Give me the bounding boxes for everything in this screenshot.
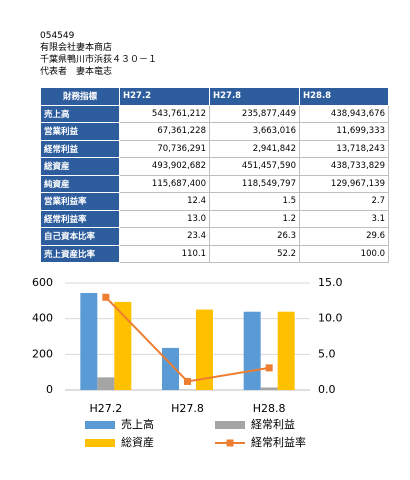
table-row: 営業利益率 12.4 1.5 2.7: [40, 192, 389, 211]
bar: [80, 292, 98, 390]
table-row: 経常利益率 13.0 1.2 3.1: [40, 209, 389, 228]
legend-label: 経常利益率: [251, 435, 306, 449]
table-cell: 52.2: [209, 244, 300, 263]
table-row: 売上資産比率 110.1 52.2 100.0: [40, 244, 389, 263]
line-marker: [265, 364, 273, 372]
header-line: 代表者 妻本竜志: [40, 67, 113, 77]
header-line: 千葉県鴨川市浜荻４３０－１: [40, 55, 158, 65]
financial-table: 財務指標 H27.2 H27.8 H28.8 売上高 543,761,212 235,877…: [40, 87, 389, 263]
y2-tick-label: 10.0: [318, 312, 343, 325]
bar: [114, 301, 132, 390]
table-row: 自己資本比率 23.4 26.3 29.6: [40, 227, 389, 246]
table-row: 純資産 115,687,400 118,549,797 129,967,139: [40, 174, 389, 193]
bar: [196, 309, 213, 390]
line-marker: [184, 377, 191, 385]
legend-label: 経常利益: [251, 417, 295, 431]
legend-marker: [226, 439, 234, 447]
header: 054549 有限会社妻本商店千葉県鴨川市浜荻４３０－１ 代表者 妻本竜志: [40, 30, 157, 78]
row-header: 経常利益率: [40, 209, 120, 228]
legend-swatch: [85, 439, 115, 447]
row-header: 経常利益: [40, 139, 120, 158]
line-marker: [102, 293, 110, 301]
bar: [277, 311, 295, 390]
legend-swatch: [85, 421, 115, 429]
table-row: 総資産 493,902,682 451,457,590 438,733,829: [40, 157, 389, 176]
x-tick-label: H27.2: [89, 402, 122, 415]
y-tick-label: 200: [32, 347, 53, 360]
y-tick-label: 0: [46, 383, 53, 396]
table-row: 経常利益 70,736,291 2,941,842 13,718,243: [40, 139, 389, 158]
bar: [243, 311, 261, 390]
row-header: 自己資本比率: [40, 227, 120, 246]
row-header: 売上高: [40, 104, 120, 123]
column-header: H27.2: [119, 87, 210, 106]
column-header: H28.8: [299, 87, 389, 106]
legend-swatch: [215, 421, 245, 429]
legend-label: 総資産: [121, 435, 154, 449]
row-header: 営業利益率: [40, 192, 120, 211]
x-tick-label: H27.8: [171, 402, 204, 415]
header-line: 054549: [40, 31, 75, 41]
bar: [179, 389, 196, 390]
y2-tick-label: 15.0: [318, 276, 343, 289]
y2-tick-label: 0.0: [318, 383, 336, 396]
bar: [97, 377, 115, 390]
column-header: 財務指標: [40, 87, 120, 106]
x-tick-label: H28.8: [253, 402, 286, 415]
bar: [260, 387, 278, 390]
legend-label: 売上高: [121, 417, 154, 431]
header-line: 有限会社妻本商店: [40, 43, 113, 53]
table-cell: 100.0: [299, 244, 389, 263]
y2-tick-label: 5.0: [318, 347, 336, 360]
y-tick-label: 400: [32, 312, 53, 325]
y-tick-label: 600: [32, 276, 53, 289]
